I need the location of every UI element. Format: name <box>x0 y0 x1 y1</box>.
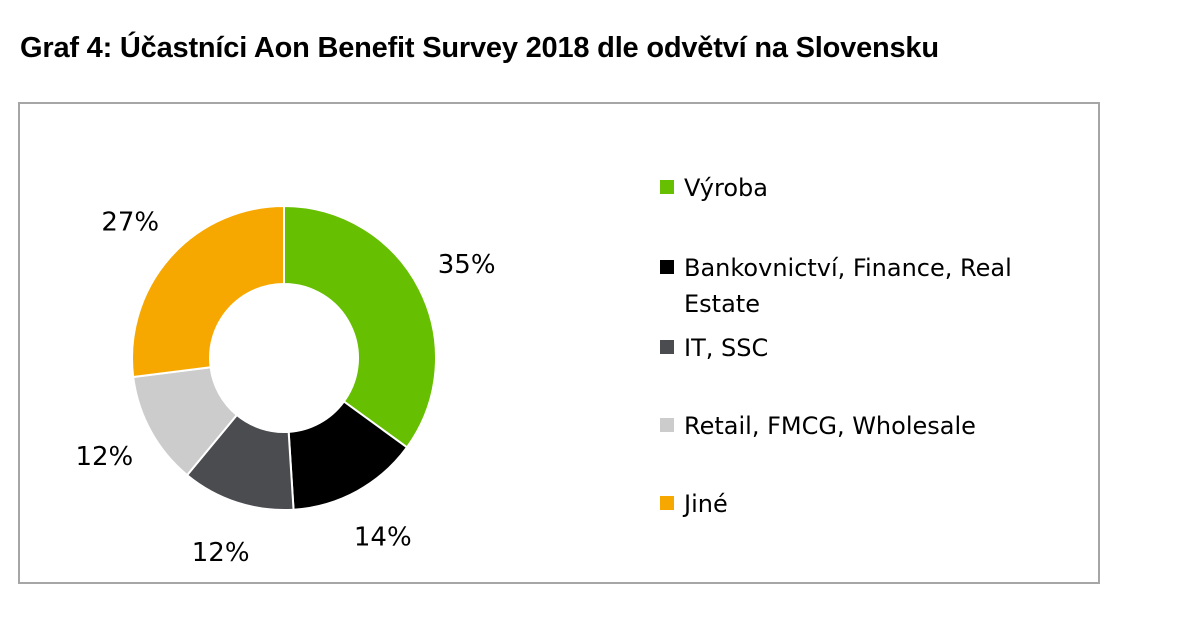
legend-item: Výroba <box>660 170 1064 206</box>
legend-item: Jiné <box>660 486 1064 522</box>
legend-label: IT, SSC <box>684 334 769 362</box>
legend-item: Bankovnictví, Finance, Real Estate <box>660 250 1064 322</box>
donut-slice <box>283 204 437 449</box>
donut-slice <box>131 204 285 379</box>
data-label: 27% <box>101 207 159 237</box>
legend-swatch <box>660 418 674 432</box>
data-label: 35% <box>438 250 496 280</box>
legend-label: Jiné <box>684 490 728 518</box>
data-label: 12% <box>192 538 250 568</box>
page-title: Graf 4: Účastníci Aon Benefit Survey 201… <box>20 32 939 64</box>
legend-label: Retail, FMCG, Wholesale <box>684 412 976 440</box>
legend-label: Výroba <box>684 174 768 202</box>
legend-swatch <box>660 340 674 354</box>
data-label: 14% <box>354 523 412 553</box>
legend-item: IT, SSC <box>660 330 1064 366</box>
legend-label: Bankovnictví, Finance, Real Estate <box>684 254 1012 318</box>
data-label: 12% <box>75 442 133 472</box>
legend-item: Retail, FMCG, Wholesale <box>660 408 1064 444</box>
legend-swatch <box>660 180 674 194</box>
legend-swatch <box>660 496 674 510</box>
legend-swatch <box>660 260 674 274</box>
